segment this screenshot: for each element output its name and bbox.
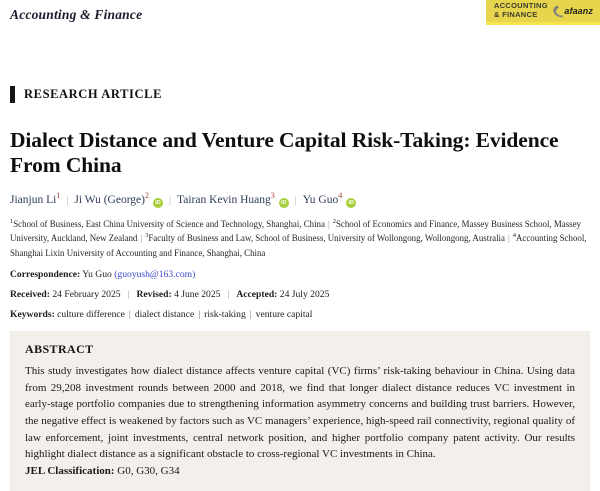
keyword: risk-taking bbox=[204, 308, 246, 320]
keywords-line: Keywords: culture difference | dialect dis… bbox=[10, 309, 590, 320]
article-title: Dialect Distance and Venture Capital Ris… bbox=[10, 128, 559, 178]
author-affiliation-number: 2 bbox=[145, 191, 149, 201]
affiliation-separator: | bbox=[140, 233, 143, 244]
jel-label: JEL Classification: bbox=[25, 465, 115, 478]
affiliation-number: 1 bbox=[10, 218, 14, 226]
date-value: 24 July 2025 bbox=[277, 288, 330, 300]
affiliation-number: 3 bbox=[145, 232, 149, 240]
journal-name: Accounting & Finance bbox=[10, 7, 143, 22]
date-item: Revised: 4 June 2025 bbox=[137, 289, 221, 300]
abstract-text: This study investigates how dialect dist… bbox=[25, 364, 575, 461]
date-separator: | bbox=[127, 288, 130, 300]
keyword: culture difference bbox=[57, 308, 125, 320]
date-item: Received: 24 February 2025 bbox=[10, 289, 121, 300]
author: Jianjun Li1 bbox=[10, 191, 61, 207]
jel-classification-line: JEL Classification: G0, G30, G34 bbox=[25, 465, 575, 477]
keyword: venture capital bbox=[255, 308, 313, 320]
orcid-icon[interactable]: iD bbox=[278, 198, 289, 209]
date-label: Revised: bbox=[136, 288, 172, 300]
affiliation-text: School of Business, East China Universit… bbox=[13, 219, 325, 230]
correspondence-label: Correspondence: bbox=[10, 268, 81, 280]
date-label: Accepted: bbox=[236, 288, 278, 300]
date-item: Accepted: 24 July 2025 bbox=[236, 289, 329, 300]
keyword-separator: | bbox=[198, 308, 201, 320]
affiliation: 2School of Economics and Finance, Massey… bbox=[10, 218, 581, 244]
keywords-label: Keywords: bbox=[10, 308, 55, 320]
author: Tairan Kevin Huang3iD bbox=[177, 191, 289, 209]
badge-journal-title: ACCOUNTING & FINANCE bbox=[494, 1, 548, 20]
affiliation: 3Faculty of Business and Law, School of … bbox=[145, 232, 505, 244]
date-label: Received: bbox=[10, 288, 50, 300]
author-name: Tairan Kevin Huang bbox=[177, 194, 271, 207]
correspondence-email-link[interactable]: guoyush@163.com bbox=[114, 269, 195, 280]
badge-line1: ACCOUNTING bbox=[494, 1, 548, 11]
afaanz-logo-text: afaanz bbox=[564, 6, 593, 16]
article-type-row: RESEARCH ARTICLE bbox=[10, 86, 590, 103]
affiliation-number: 2 bbox=[332, 218, 336, 226]
affiliations: 1School of Business, East China Universi… bbox=[10, 217, 590, 260]
author: Yu Guo4iD bbox=[302, 191, 357, 209]
abstract-heading: ABSTRACT bbox=[25, 341, 94, 356]
author-name: Ji Wu (George) bbox=[74, 194, 145, 207]
author-separator: | bbox=[169, 195, 172, 207]
badge-line2: & FINANCE bbox=[494, 10, 538, 19]
date-separator: | bbox=[227, 288, 230, 300]
author-name: Yu Guo bbox=[302, 194, 339, 207]
correspondence-line: Correspondence: Yu Guo guoyush@163.com bbox=[10, 269, 590, 280]
affiliation-separator: | bbox=[507, 233, 510, 244]
author-separator: | bbox=[66, 195, 69, 207]
affiliation-text: Accounting School, Shanghai Lixin Univer… bbox=[10, 233, 587, 258]
keyword: dialect distance bbox=[134, 308, 195, 320]
orcid-icon[interactable]: iD bbox=[153, 198, 163, 209]
author-affiliation-number: 3 bbox=[270, 191, 275, 201]
author-list: Jianjun Li1 | Ji Wu (George)2 iD | Tairan Kev… bbox=[10, 191, 590, 209]
date-value: 24 February 2025 bbox=[49, 288, 121, 300]
affiliation-separator: | bbox=[327, 219, 330, 230]
affiliation-text: Faculty of Business and Law, School of B… bbox=[148, 233, 505, 244]
author-name: Jianjun Li bbox=[10, 194, 57, 207]
keyword-separator: | bbox=[128, 308, 131, 320]
abstract-section: ABSTRACT This study investigates how dia… bbox=[10, 330, 590, 491]
affiliation: 1School of Business, East China Universi… bbox=[10, 218, 325, 230]
affiliation-text: School of Economics and Finance, Massey … bbox=[10, 219, 581, 244]
affiliation-number: 4 bbox=[512, 232, 516, 240]
keyword-separator: | bbox=[249, 308, 252, 320]
affiliation: 4Accounting School, Shanghai Lixin Unive… bbox=[10, 232, 587, 258]
author-separator: | bbox=[294, 195, 297, 207]
author-affiliation-number: 1 bbox=[56, 191, 61, 201]
keyword-list: culture difference | dialect distance | risk… bbox=[57, 309, 312, 320]
article-type-label: RESEARCH ARTICLE bbox=[24, 87, 163, 101]
afaanz-logo: afaanz bbox=[551, 2, 593, 20]
journal-badge[interactable]: ACCOUNTING & FINANCE afaanz bbox=[486, 0, 600, 25]
correspondence-name: Yu Guo bbox=[82, 268, 112, 280]
article-type-bar bbox=[10, 86, 15, 103]
date-value: 4 June 2025 bbox=[171, 288, 221, 300]
orcid-icon[interactable]: iD bbox=[346, 198, 357, 209]
author-affiliation-number: 4 bbox=[338, 191, 343, 201]
jel-value: G0, G30, G34 bbox=[117, 465, 180, 478]
dates-line: Received: 24 February 2025 | Revised: 4 Ju… bbox=[10, 289, 590, 300]
author: Ji Wu (George)2 iD bbox=[74, 191, 163, 209]
